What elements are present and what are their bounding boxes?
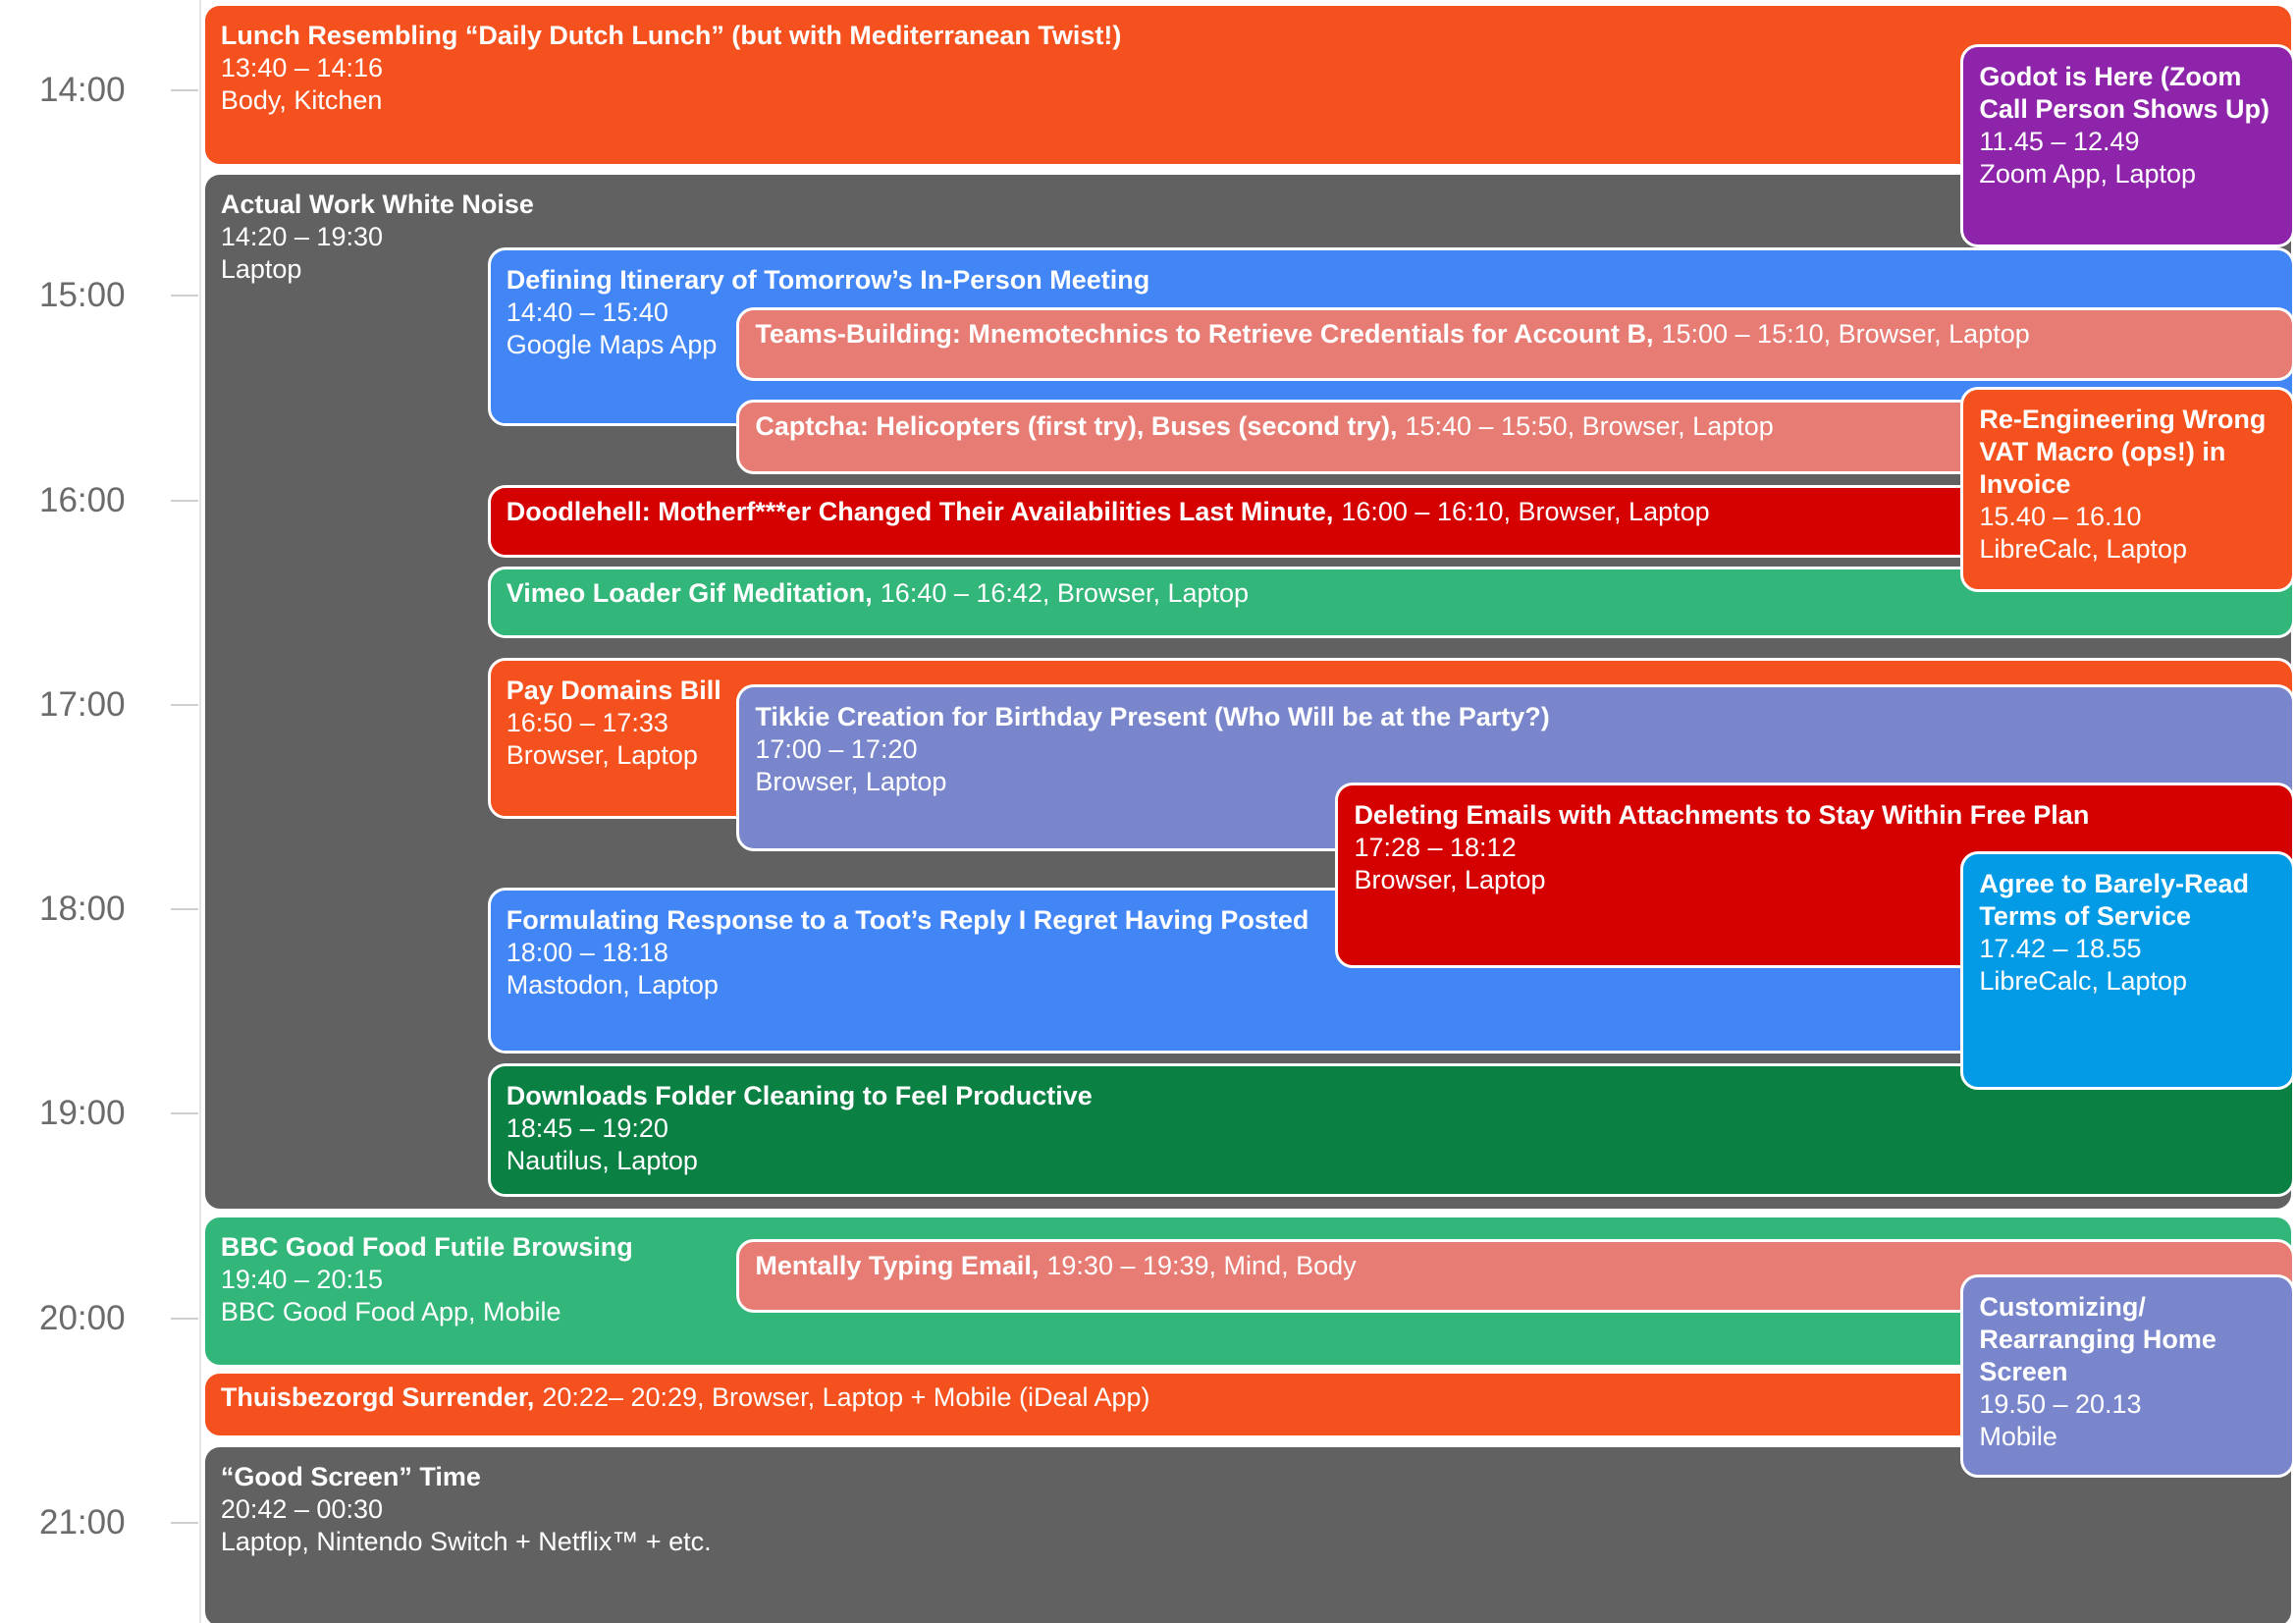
event-title: Teams-Building: Mnemotechnics to Retriev…: [755, 319, 1654, 350]
event-title: Customizing/ Rearranging Home Screen: [1979, 1291, 2216, 1386]
event-info: 16:00 – 16:10, Browser, Laptop: [1341, 496, 1710, 526]
event-time: 15.40 – 16.10: [1979, 501, 2142, 531]
event-details: Zoom App, Laptop: [1979, 158, 2197, 189]
event-line: Thuisbezorgd Surrender, 20:22– 20:29, Bro…: [221, 1381, 2276, 1414]
time-label: 17:00: [39, 684, 126, 724]
event[interactable]: Customizing/ Rearranging Home Screen 19.5…: [1960, 1273, 2295, 1479]
event-details: BBC Good Food App, Mobile: [220, 1296, 561, 1326]
event-details: Browser, Laptop: [755, 766, 947, 796]
event-details: Mastodon, Laptop: [506, 969, 719, 1000]
event-title: Pay Domains Bill: [506, 675, 721, 705]
event-title: Doodlehell: Motherf***er Changed Their A…: [506, 496, 1334, 526]
event-title: Vimeo Loader Gif Meditation,: [506, 578, 873, 609]
event-details: LibreCalc, Laptop: [1979, 965, 2188, 996]
time-tick: [171, 500, 198, 503]
event-time: 19:40 – 20:15: [220, 1264, 383, 1294]
event-title: Downloads Folder Cleaning to Feel Produc…: [506, 1080, 1093, 1110]
event-details: Body, Kitchen: [220, 84, 383, 115]
event-title: Tikkie Creation for Birthday Present (Wh…: [755, 701, 1550, 731]
event-line: Doodlehell: Motherf***er Changed Their A…: [507, 496, 2276, 528]
event-time: 17.42 – 18.55: [1979, 933, 2142, 963]
event-title: Lunch Resembling “Daily Dutch Lunch” (bu…: [220, 20, 1122, 50]
time-tick: [171, 1522, 198, 1525]
event-details: Mobile: [1979, 1421, 2057, 1451]
time-label: 16:00: [39, 481, 126, 520]
event-details: Browser, Laptop: [506, 739, 698, 770]
event-details: Laptop: [220, 253, 302, 284]
event-line: Captcha: Helicopters (first try), Buses …: [755, 410, 2275, 443]
event-title: Actual Work White Noise: [220, 189, 534, 219]
event-time: 17:00 – 17:20: [755, 733, 918, 764]
time-label: 21:00: [39, 1503, 126, 1542]
event-time: 11.45 – 12.49: [1979, 126, 2140, 156]
event-title: Re-Engineering Wrong VAT Macro (ops!) in…: [1979, 404, 2267, 499]
event-details: Google Maps App: [506, 330, 718, 360]
event[interactable]: Teams-Building: Mnemotechnics to Retriev…: [736, 307, 2295, 381]
event-time: 13:40 – 14:16: [220, 52, 383, 82]
time-label: 19:00: [39, 1093, 126, 1132]
event[interactable]: Agree to Barely-Read Terms of Service 17.…: [1960, 850, 2295, 1090]
event-time: 14:40 – 15:40: [506, 298, 668, 328]
event-title: Thuisbezorgd Surrender,: [220, 1382, 535, 1413]
time-tick: [171, 908, 198, 911]
event-info: 16:40 – 16:42, Browser, Laptop: [880, 578, 1250, 609]
event-line: Mentally Typing Email, 19:30 – 19:39, Min…: [755, 1250, 2275, 1282]
event-time: 20:42 – 00:30: [220, 1493, 383, 1524]
event-title: Agree to Barely-Read Terms of Service: [1979, 868, 2249, 931]
event-details: Nautilus, Laptop: [506, 1145, 698, 1175]
event-title: Mentally Typing Email,: [755, 1250, 1040, 1280]
event-title: Deleting Emails with Attachments to Stay…: [1354, 799, 2090, 830]
event-time: 16:50 – 17:33: [506, 707, 668, 737]
event-info: 15:40 – 15:50, Browser, Laptop: [1405, 411, 1774, 442]
time-label: 18:00: [39, 890, 126, 929]
event-title: Formulating Response to a Toot’s Reply I…: [506, 904, 1309, 935]
time-label: 20:00: [39, 1298, 126, 1337]
time-tick: [171, 89, 198, 92]
event-time: 19.50 – 20.13: [1979, 1388, 2142, 1419]
time-tick: [171, 295, 198, 298]
event-time: 17:28 – 18:12: [1354, 832, 1517, 862]
event-time: 18:00 – 18:18: [506, 937, 668, 967]
event-time: 14:20 – 19:30: [220, 221, 383, 251]
time-tick: [171, 1111, 198, 1114]
event-title: Godot is Here (Zoom Call Person Shows Up…: [1979, 61, 2269, 124]
event-title: BBC Good Food Futile Browsing: [220, 1231, 633, 1262]
event-details: LibreCalc, Laptop: [1979, 533, 2188, 564]
event[interactable]: Re-Engineering Wrong VAT Macro (ops!) in…: [1960, 386, 2295, 592]
gutter-line: [199, 0, 201, 1623]
event-details: Browser, Laptop: [1354, 864, 1546, 894]
event-time: 18:45 – 19:20: [506, 1112, 668, 1143]
event-line: Teams-Building: Mnemotechnics to Retriev…: [755, 318, 2275, 351]
event-info: 15:00 – 15:10, Browser, Laptop: [1661, 319, 2030, 350]
event[interactable]: “Good Screen” Time 20:42 – 00:30 Laptop, N…: [201, 1443, 2295, 1623]
event-title: “Good Screen” Time: [220, 1461, 481, 1491]
event-title: Defining Itinerary of Tomorrow’s In-Pers…: [506, 265, 1150, 296]
event[interactable]: Lunch Resembling “Daily Dutch Lunch” (bu…: [201, 2, 2295, 168]
time-tick: [171, 1317, 198, 1320]
event-line: Vimeo Loader Gif Meditation, 16:40 – 16:4…: [507, 577, 2276, 610]
event-details: Laptop, Nintendo Switch + Netflix™ + etc…: [220, 1526, 712, 1556]
event-title: Captcha: Helicopters (first try), Buses …: [755, 411, 1398, 442]
event-info: 19:30 – 19:39, Mind, Body: [1046, 1250, 1357, 1280]
time-label: 15:00: [39, 276, 126, 315]
event[interactable]: Godot is Here (Zoom Call Person Shows Up…: [1960, 43, 2295, 248]
event[interactable]: Thuisbezorgd Surrender, 20:22– 20:29, Bro…: [201, 1371, 2295, 1438]
time-label: 14:00: [39, 71, 126, 110]
event-info: 20:22– 20:29, Browser, Laptop + Mobile (…: [542, 1382, 1150, 1413]
time-tick: [171, 703, 198, 706]
